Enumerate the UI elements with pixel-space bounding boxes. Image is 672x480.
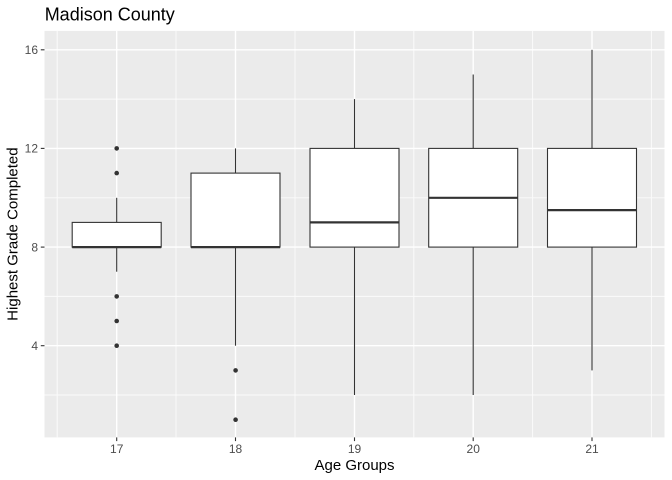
svg-text:8: 8 [31,240,38,254]
svg-text:21: 21 [585,442,599,456]
svg-text:20: 20 [467,442,481,456]
svg-text:18: 18 [229,442,243,456]
svg-text:12: 12 [25,142,39,156]
svg-text:16: 16 [25,43,39,57]
svg-text:Age Groups: Age Groups [314,457,394,474]
svg-text:Madison County: Madison County [45,4,175,24]
svg-text:Highest Grade Completed: Highest Grade Completed [5,147,22,320]
svg-text:4: 4 [31,339,38,353]
svg-text:17: 17 [110,442,124,456]
svg-text:19: 19 [348,442,362,456]
